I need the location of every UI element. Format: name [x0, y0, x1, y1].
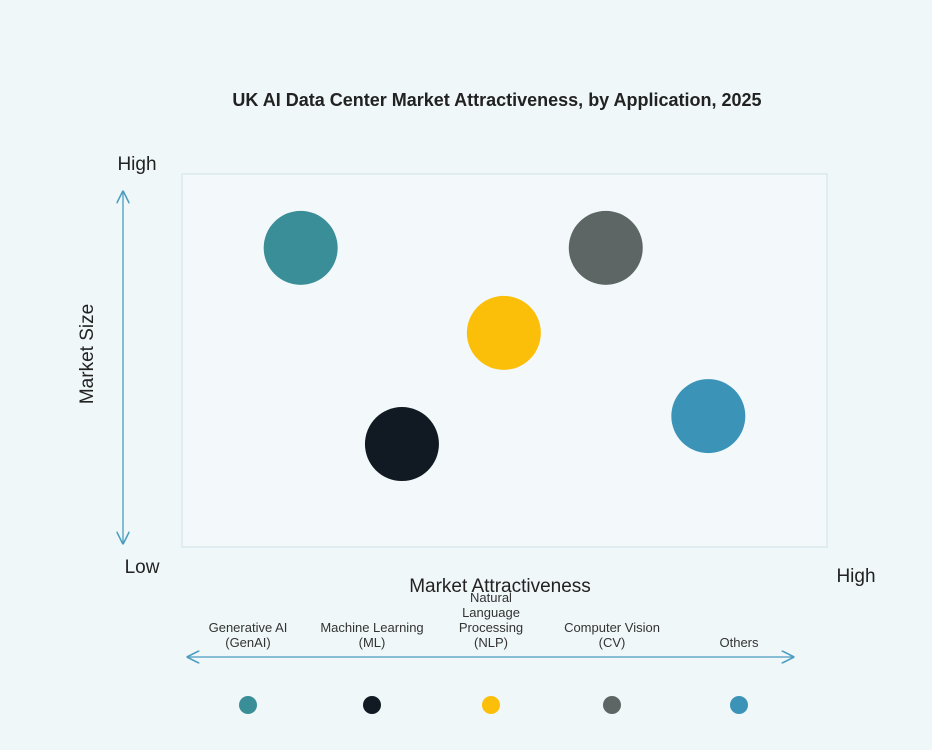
legend-swatch — [730, 696, 748, 714]
x-high-label: High — [836, 566, 875, 587]
y-axis-label: Market Size — [77, 304, 98, 404]
legend-label: Generative AI (GenAI) — [208, 620, 288, 650]
legend-label: Natural Language Processing (NLP) — [458, 590, 524, 650]
legend-swatch — [482, 696, 500, 714]
x-axis-label: Market Attractiveness — [409, 576, 591, 597]
chart-title: UK AI Data Center Market Attractiveness,… — [232, 90, 761, 110]
legend-label: Others — [719, 635, 759, 650]
legend-swatch — [603, 696, 621, 714]
legend-label: Machine Learning (ML) — [320, 620, 424, 650]
y-high-label: High — [117, 154, 156, 175]
bubble — [466, 295, 541, 370]
legend-swatch — [239, 696, 257, 714]
legend-swatch — [363, 696, 381, 714]
legend-label: Computer Vision (CV) — [564, 620, 660, 650]
low-label: Low — [125, 557, 160, 578]
bubble — [263, 210, 338, 285]
bubble — [364, 407, 439, 482]
bubble — [671, 379, 746, 454]
bubble — [568, 210, 643, 285]
